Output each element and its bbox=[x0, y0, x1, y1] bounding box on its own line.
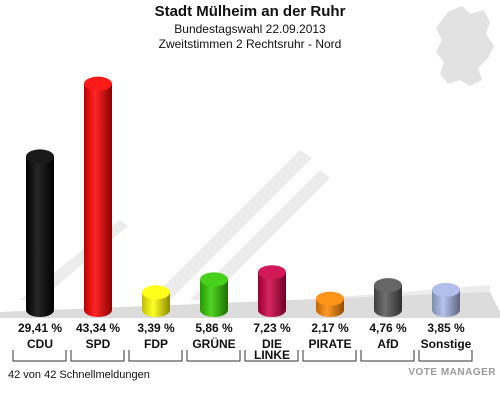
bar-top bbox=[258, 265, 286, 280]
bar-body bbox=[84, 83, 112, 317]
category-bracket bbox=[302, 350, 357, 362]
chart-background bbox=[0, 6, 500, 318]
value-label: 5,86 % bbox=[195, 321, 233, 335]
category-label: LINKE bbox=[254, 348, 290, 362]
bar-spd bbox=[84, 76, 112, 317]
bar-afd bbox=[374, 278, 402, 317]
bar-body bbox=[258, 272, 286, 317]
bar-die-linke bbox=[258, 265, 286, 317]
category-label: SPD bbox=[86, 337, 111, 351]
value-label: 7,23 % bbox=[253, 321, 291, 335]
bar-cdu bbox=[26, 149, 54, 317]
bars-group bbox=[26, 76, 460, 317]
category-label: DIE bbox=[262, 337, 282, 351]
bar-body bbox=[26, 156, 54, 317]
value-label: 29,41 % bbox=[18, 321, 62, 335]
category-label: Sonstige bbox=[421, 337, 472, 351]
bar-body bbox=[142, 292, 170, 317]
category-label: AfD bbox=[377, 337, 399, 351]
background-stripe bbox=[190, 170, 330, 300]
chart-floor bbox=[0, 292, 500, 318]
chart-title: Stadt Mülheim an der Ruhr bbox=[154, 3, 346, 20]
bar-top bbox=[374, 278, 402, 293]
germany-map-icon bbox=[436, 6, 494, 86]
value-label: 3,85 % bbox=[427, 321, 465, 335]
bar-grüne bbox=[200, 272, 228, 317]
category-bracket bbox=[12, 350, 67, 362]
category-bracket bbox=[418, 350, 473, 362]
bar-body bbox=[374, 285, 402, 317]
category-bracket bbox=[70, 350, 125, 362]
category-bracket bbox=[186, 350, 241, 362]
bar-top bbox=[432, 282, 460, 297]
category-label: FDP bbox=[144, 337, 168, 351]
bar-top bbox=[26, 149, 54, 164]
bar-body bbox=[200, 279, 228, 317]
value-label: 4,76 % bbox=[369, 321, 407, 335]
bar-top bbox=[142, 285, 170, 300]
bar-top bbox=[84, 76, 112, 91]
vote-manager-logo: VOTE MANAGER bbox=[408, 367, 496, 378]
bar-fdp bbox=[142, 285, 170, 317]
chart-subtitle-district: Zweitstimmen 2 Rechtsruhr - Nord bbox=[158, 37, 342, 51]
bar-top bbox=[316, 291, 344, 306]
bar-body bbox=[432, 289, 460, 317]
category-bracket bbox=[244, 350, 299, 362]
background-stripe bbox=[150, 150, 312, 300]
value-label: 2,17 % bbox=[311, 321, 349, 335]
category-label: GRÜNE bbox=[192, 336, 235, 351]
bar-top bbox=[200, 272, 228, 287]
labels-group: 29,41 % CDU 43,34 % SPD 3,39 % FDP 5,86 %GRÜNE… bbox=[12, 321, 473, 362]
report-count-text: 42 von 42 Schnellmeldungen bbox=[8, 369, 150, 381]
bar-pirate bbox=[316, 291, 344, 317]
category-label: PIRATE bbox=[308, 337, 351, 351]
bar-sonstige bbox=[432, 282, 460, 317]
category-bracket bbox=[360, 350, 415, 362]
category-label: CDU bbox=[27, 337, 53, 351]
chart-subtitle-election: Bundestagswahl 22.09.2013 bbox=[174, 22, 326, 36]
value-label: 3,39 % bbox=[137, 321, 175, 335]
value-label: 43,34 % bbox=[76, 321, 120, 335]
category-bracket bbox=[128, 350, 183, 362]
